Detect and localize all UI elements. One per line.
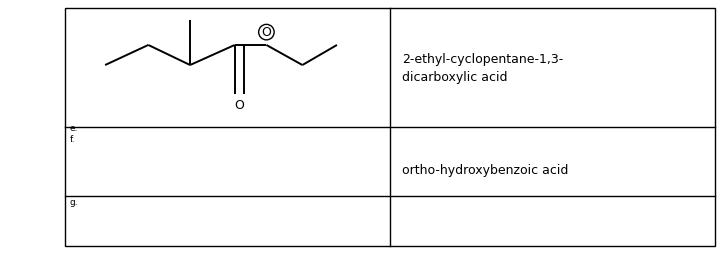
Text: ortho-hydroxybenzoic acid: ortho-hydroxybenzoic acid <box>402 164 568 177</box>
Text: O: O <box>261 26 271 39</box>
Text: O: O <box>235 99 244 112</box>
Text: e.: e. <box>70 124 78 133</box>
Text: 2-ethyl-cyclopentane-1,3-
dicarboxylic acid: 2-ethyl-cyclopentane-1,3- dicarboxylic a… <box>402 53 563 84</box>
Text: g.: g. <box>70 198 78 207</box>
Text: f.: f. <box>70 135 76 144</box>
